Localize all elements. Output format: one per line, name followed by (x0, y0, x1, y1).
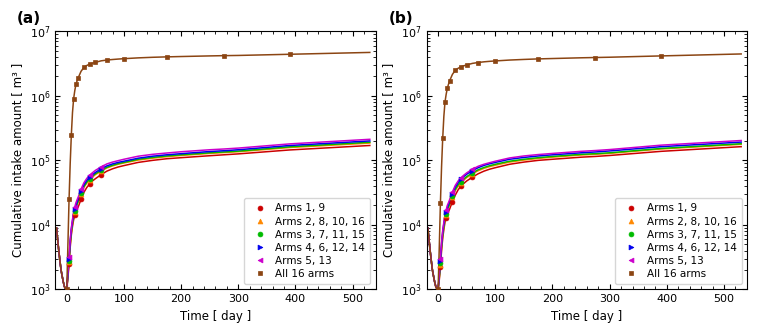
Arms 4, 6, 12, 14 (436, 259, 445, 263)
Arms 1, 9 (448, 199, 457, 203)
Line: All 16 arms: All 16 arms (64, 52, 292, 291)
All 16 arms (443, 87, 452, 91)
Arms 3, 7, 11, 15 (77, 191, 86, 195)
Arms 4, 6, 12, 14 (456, 177, 465, 181)
All 16 arms (67, 133, 76, 137)
Arms 3, 7, 11, 15 (442, 212, 451, 216)
Text: (b): (b) (388, 11, 413, 26)
X-axis label: Time [ day ]: Time [ day ] (551, 310, 622, 323)
Arms 4, 6, 12, 14 (64, 257, 74, 261)
All 16 arms (285, 52, 294, 56)
Line: All 16 arms: All 16 arms (436, 53, 663, 291)
Y-axis label: Cumulative intake amount [ m³ ]: Cumulative intake amount [ m³ ] (383, 63, 396, 258)
Line: Arms 5, 13: Arms 5, 13 (438, 167, 475, 261)
All 16 arms (91, 60, 100, 64)
All 16 arms (62, 287, 71, 291)
Arms 1, 9 (442, 216, 451, 220)
Y-axis label: Cumulative intake amount [ m³ ]: Cumulative intake amount [ m³ ] (11, 63, 24, 258)
Arms 5, 13 (436, 257, 445, 261)
All 16 arms (440, 100, 449, 104)
Arms 4, 6, 12, 14 (70, 207, 80, 211)
Arms 5, 13 (442, 208, 451, 212)
Arms 2, 8, 10, 16 (77, 192, 86, 196)
Arms 3, 7, 11, 15 (70, 209, 80, 213)
Arms 5, 13 (96, 165, 105, 169)
All 16 arms (120, 57, 129, 61)
All 16 arms (102, 58, 111, 62)
Arms 1, 9 (85, 182, 94, 186)
Line: Arms 3, 7, 11, 15: Arms 3, 7, 11, 15 (438, 170, 475, 265)
Arms 3, 7, 11, 15 (468, 171, 477, 175)
All 16 arms (490, 59, 500, 63)
All 16 arms (69, 97, 78, 101)
All 16 arms (462, 63, 471, 67)
Arms 4, 6, 12, 14 (468, 169, 477, 173)
All 16 arms (445, 79, 454, 83)
Arms 4, 6, 12, 14 (448, 192, 457, 196)
Arms 2, 8, 10, 16 (96, 169, 105, 173)
Arms 3, 7, 11, 15 (436, 261, 445, 265)
Arms 1, 9 (456, 184, 465, 188)
Line: Arms 4, 6, 12, 14: Arms 4, 6, 12, 14 (438, 168, 475, 263)
Arms 3, 7, 11, 15 (448, 194, 457, 198)
All 16 arms (162, 55, 171, 59)
Legend: Arms 1, 9, Arms 2, 8, 10, 16, Arms 3, 7, 11, 15, Arms 4, 6, 12, 14, Arms 5, 13, : Arms 1, 9, Arms 2, 8, 10, 16, Arms 3, 7,… (615, 198, 741, 284)
Arms 4, 6, 12, 14 (442, 210, 451, 214)
Arms 1, 9 (96, 173, 105, 177)
All 16 arms (85, 62, 94, 66)
Arms 3, 7, 11, 15 (456, 180, 465, 184)
All 16 arms (474, 60, 483, 64)
Arms 2, 8, 10, 16 (70, 210, 80, 214)
Text: (a): (a) (17, 11, 41, 26)
Arms 3, 7, 11, 15 (64, 259, 74, 263)
Arms 5, 13 (64, 255, 74, 259)
Arms 4, 6, 12, 14 (77, 189, 86, 193)
Arms 4, 6, 12, 14 (96, 167, 105, 171)
All 16 arms (64, 197, 74, 201)
All 16 arms (434, 287, 443, 291)
All 16 arms (451, 68, 460, 72)
Arms 1, 9 (77, 197, 86, 201)
Arms 1, 9 (436, 266, 445, 270)
All 16 arms (71, 82, 80, 87)
Line: Arms 5, 13: Arms 5, 13 (67, 165, 104, 259)
X-axis label: Time [ day ]: Time [ day ] (180, 310, 251, 323)
Arms 5, 13 (85, 173, 94, 177)
All 16 arms (436, 201, 445, 205)
Arms 5, 13 (468, 167, 477, 171)
All 16 arms (656, 54, 666, 58)
All 16 arms (438, 136, 447, 140)
Arms 2, 8, 10, 16 (436, 263, 445, 267)
Line: Arms 3, 7, 11, 15: Arms 3, 7, 11, 15 (67, 168, 104, 263)
Arms 3, 7, 11, 15 (85, 177, 94, 181)
All 16 arms (74, 76, 83, 80)
Arms 2, 8, 10, 16 (442, 213, 451, 217)
Line: Arms 1, 9: Arms 1, 9 (438, 175, 475, 270)
Arms 1, 9 (468, 175, 477, 179)
Line: Arms 2, 8, 10, 16: Arms 2, 8, 10, 16 (438, 171, 475, 267)
Arms 4, 6, 12, 14 (85, 175, 94, 179)
Arms 2, 8, 10, 16 (468, 172, 477, 176)
Line: Arms 1, 9: Arms 1, 9 (67, 172, 104, 266)
All 16 arms (456, 65, 465, 69)
All 16 arms (220, 54, 229, 58)
Arms 2, 8, 10, 16 (85, 178, 94, 182)
All 16 arms (590, 55, 600, 59)
Arms 5, 13 (70, 205, 80, 209)
Arms 3, 7, 11, 15 (96, 168, 105, 172)
All 16 arms (534, 57, 543, 61)
Arms 5, 13 (77, 187, 86, 191)
Arms 2, 8, 10, 16 (448, 195, 457, 199)
Arms 5, 13 (456, 176, 465, 180)
All 16 arms (80, 65, 89, 69)
Arms 1, 9 (64, 262, 74, 266)
Arms 2, 8, 10, 16 (64, 260, 74, 264)
Legend: Arms 1, 9, Arms 2, 8, 10, 16, Arms 3, 7, 11, 15, Arms 4, 6, 12, 14, Arms 5, 13, : Arms 1, 9, Arms 2, 8, 10, 16, Arms 3, 7,… (244, 198, 371, 284)
Line: Arms 4, 6, 12, 14: Arms 4, 6, 12, 14 (67, 166, 104, 261)
Arms 2, 8, 10, 16 (456, 181, 465, 185)
Arms 5, 13 (448, 190, 457, 194)
Line: Arms 2, 8, 10, 16: Arms 2, 8, 10, 16 (67, 169, 104, 264)
Arms 1, 9 (70, 213, 80, 217)
